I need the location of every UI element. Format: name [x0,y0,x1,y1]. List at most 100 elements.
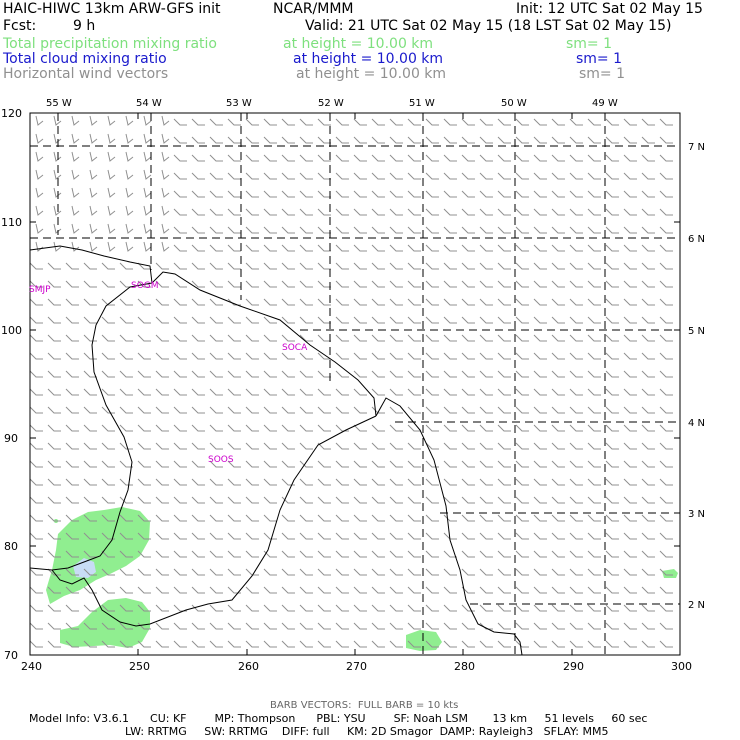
wind-barb [515,316,529,324]
wind-barb [137,442,151,450]
wind-barb [281,280,295,288]
wind-barb [173,226,187,234]
wind-barb [227,316,241,324]
wind-barb [389,550,403,558]
wind-barb [89,241,98,252]
wind-barb [407,442,421,450]
wind-barb [659,442,673,450]
wind-barb [281,442,295,450]
wind-barb [83,352,97,360]
wind-barb [623,568,637,576]
wind-barb [659,622,673,630]
lon-label: 55 W [46,98,72,109]
wind-barb [641,586,655,594]
wind-barb [569,460,583,468]
wind-barb [107,187,116,198]
wind-barb [551,136,565,144]
wind-barb [353,388,367,396]
wind-barb [353,352,367,360]
wind-barb [407,388,421,396]
wind-barb [407,604,421,612]
wind-barb [281,190,295,198]
wind-barb [299,352,313,360]
wind-barb [317,604,331,612]
wind-barb [47,550,61,558]
wind-barb [605,424,619,432]
field-wind-name: Horizontal wind vectors [3,66,169,82]
wind-barb [65,460,79,468]
wind-barb [209,262,223,270]
wind-barb [479,154,493,162]
wind-barb [353,406,367,414]
wind-barb [119,334,133,342]
wind-barb [161,151,170,162]
wind-barb [551,334,565,342]
wind-barb [209,514,223,522]
wind-barb [659,370,673,378]
wind-barb [101,550,115,558]
wind-barb [35,223,44,234]
wind-barb [263,316,277,324]
wind-barb [137,496,151,504]
wind-barb [425,604,439,612]
wind-barb [623,226,637,234]
wind-barb [317,514,331,522]
wind-barb [353,154,367,162]
wind-barb [605,244,619,252]
wind-barb [53,223,62,234]
wind-barb [353,262,367,270]
wind-barb [263,118,277,126]
wind-barb [47,460,61,468]
wind-barb [209,442,223,450]
wind-barb [569,280,583,288]
wind-barb [659,586,673,594]
station-soos: SOOS [208,455,234,465]
wind-barb [245,514,259,522]
wind-barb [659,640,673,648]
wind-barb [497,568,511,576]
wind-barb [641,622,655,630]
wind-barb [659,190,673,198]
wind-barb [47,478,61,486]
wind-barb [587,640,601,648]
wind-barb [281,262,295,270]
wind-barb [443,568,457,576]
wind-barb [47,514,61,522]
wind-barb [641,280,655,288]
wind-barb [137,316,151,324]
wind-barb [587,172,601,180]
wind-barb [335,190,349,198]
longitude-labels: 55 W 54 W 53 W 52 W 51 W 50 W 49 W [46,98,618,109]
wind-barb [623,154,637,162]
wind-barb [125,205,134,216]
wind-barb [425,316,439,324]
wind-barb [29,478,43,486]
wind-barb [389,298,403,306]
wind-barb [551,226,565,234]
wind-barb [101,586,115,594]
wind-barb [53,169,62,180]
wind-barb [209,586,223,594]
wind-barb [227,280,241,288]
wind-barb [317,568,331,576]
wind-barb [641,550,655,558]
lon-label: 50 W [501,98,527,109]
wind-barb [443,208,457,216]
wind-barb [263,478,277,486]
wind-barb [371,478,385,486]
wind-barb [227,118,241,126]
wind-barb [515,226,529,234]
wind-barb [107,169,116,180]
wind-barb [125,187,134,198]
wind-barb [641,352,655,360]
wind-barb [47,298,61,306]
wind-barb [143,223,152,234]
wind-barb [89,115,98,126]
wind-barb [173,262,187,270]
wind-barb [317,478,331,486]
wind-barb [335,640,349,648]
wind-barb [209,226,223,234]
wind-barb [137,370,151,378]
wind-barb [515,496,529,504]
wind-barb [155,352,169,360]
